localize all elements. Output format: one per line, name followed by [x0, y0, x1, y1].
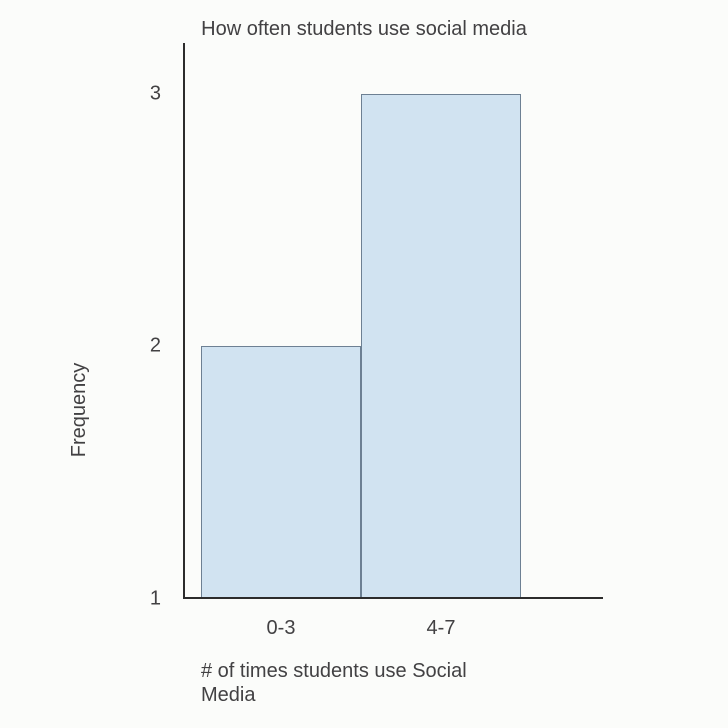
y-tick-label: 2: [131, 335, 161, 358]
x-axis: [183, 597, 603, 599]
y-axis-label: Frequency: [68, 363, 91, 458]
y-tick-label: 3: [131, 82, 161, 105]
bar: [361, 94, 521, 599]
x-axis-label: # of times students use Social Media: [201, 659, 521, 707]
chart-title: How often students use social media: [0, 18, 728, 41]
bar: [201, 346, 361, 599]
y-axis: [183, 43, 185, 599]
plot-area: [183, 43, 603, 599]
y-tick-label: 1: [131, 588, 161, 611]
chart-canvas: How often students use social media Freq…: [0, 0, 728, 728]
x-tick-label: 0-3: [267, 617, 296, 640]
x-tick-label: 4-7: [427, 617, 456, 640]
